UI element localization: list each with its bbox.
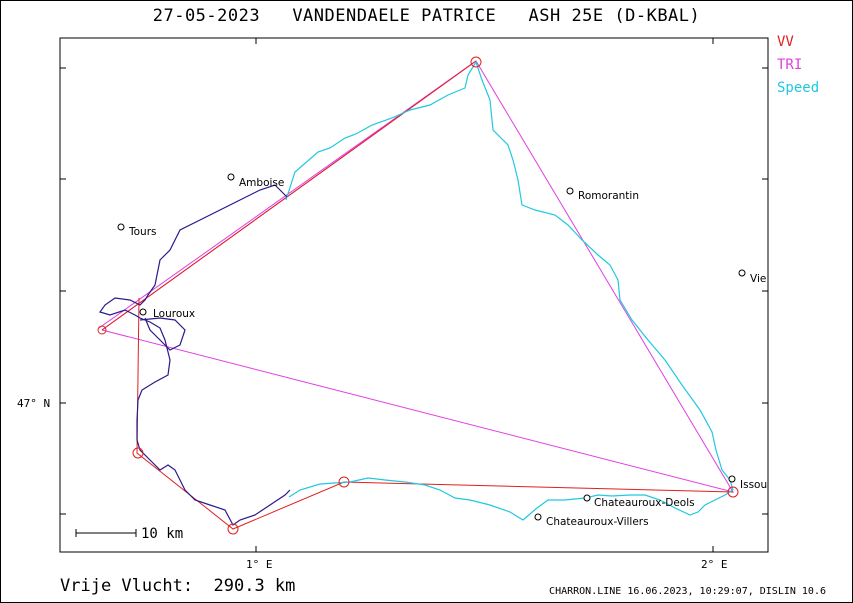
lat-tick-label: 47° N [17,397,50,410]
flight-date: 27-05-2023 [152,6,261,26]
place-label-tours: Tours [128,226,157,238]
speed-track [285,60,734,521]
credits-text: CHARRON.LINE 16.06.2023, 10:29:07, DISLI… [549,586,826,597]
page-title: 27-05-2023 VANDENDAELE PATRICE ASH 25E (… [0,6,853,26]
place-label-chateauroux-deols: Chateauroux-Deols [594,497,695,509]
vv-route [101,60,734,530]
tri-triangle [98,60,735,493]
lon-tick-label-1: 1° E [246,558,273,571]
legend-speed: Speed [777,80,820,96]
place-label-issou: Issou [740,479,767,491]
turnpoints [97,56,739,535]
glider-name: ASH 25E (D-KBAL) [528,6,701,26]
flight-track-loop [139,317,186,351]
scale-bar-label: 10 km [141,526,183,542]
free-flight-distance: Vrije Vlucht: 290.3 km [60,576,296,596]
place-label-romorantin: Romorantin [578,190,639,202]
legend-vv: VV [777,34,794,50]
place-label-amboise: Amboise [239,177,284,189]
scale-bar [75,529,137,537]
flight-track [99,184,291,526]
axis-ticks [60,38,768,552]
map-border [59,37,769,553]
pilot-name: VANDENDAELE PATRICE [292,6,497,26]
place-label-vie: Vie [750,273,766,285]
lon-tick-label-2: 2° E [701,558,728,571]
legend-tri: TRI [777,57,803,73]
place-markers [117,173,746,521]
place-label-chateauroux-villers: Chateauroux-Villers [546,516,649,528]
place-label-louroux: Louroux [153,308,195,320]
